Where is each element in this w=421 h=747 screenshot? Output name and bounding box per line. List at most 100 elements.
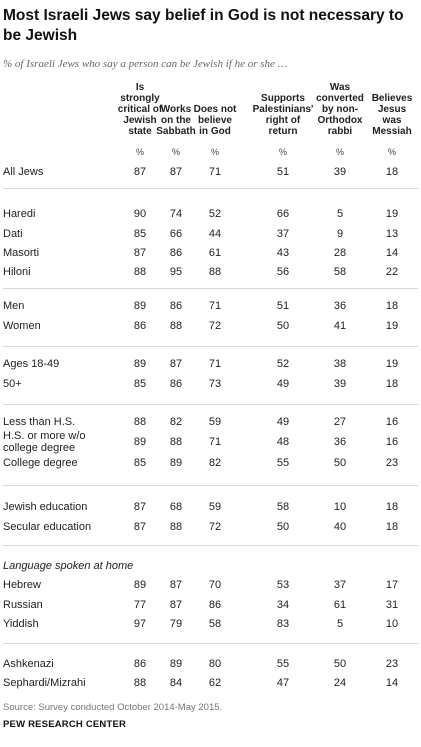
- table-cell: 31: [385, 599, 399, 611]
- table-cell: 73: [208, 378, 222, 390]
- row-separator: [3, 545, 418, 546]
- column-header-4: Was converted by non- Orthodox rabbi: [308, 82, 372, 137]
- row-label-line: Masorti: [3, 247, 40, 259]
- column-header-line: by non-: [321, 104, 359, 115]
- section-label: Language spoken at home: [3, 560, 134, 572]
- table-cell: 88: [169, 521, 183, 533]
- row-label: Dati: [3, 228, 23, 240]
- table-cell: 88: [208, 266, 222, 278]
- row-label: Hiloni: [3, 266, 31, 278]
- table-cell: 5: [336, 618, 344, 630]
- row-label-line: Ages 18-49: [3, 358, 60, 370]
- row-label-line: Secular education: [3, 521, 92, 533]
- table-cell: 87: [133, 166, 147, 178]
- table-cell: 72: [208, 521, 222, 533]
- row-label: Men: [3, 300, 24, 312]
- table-cell: 84: [169, 677, 183, 689]
- table-cell: 16: [385, 416, 399, 428]
- row-label: Women: [3, 320, 41, 332]
- table-cell: 89: [169, 658, 183, 670]
- table-cell: 86: [169, 247, 183, 259]
- table-cell: 19: [385, 208, 399, 220]
- table-cell: 14: [385, 247, 399, 259]
- table-cell: 37: [276, 228, 290, 240]
- row-label: Ages 18-49: [3, 358, 59, 370]
- table-cell: 55: [276, 658, 290, 670]
- column-header-0: Is strongly critical of Jewish state: [108, 82, 172, 137]
- table-cell: 17: [385, 579, 399, 591]
- table-cell: 83: [276, 618, 290, 630]
- column-header-line: rabbi: [327, 126, 353, 137]
- table-cell: 88: [133, 416, 147, 428]
- table-cell: 77: [133, 599, 147, 611]
- column-header-line: Jesus: [377, 104, 407, 115]
- column-header-line: Was: [329, 82, 351, 93]
- table-cell: 52: [276, 358, 290, 370]
- column-header-line: Palestinians': [252, 104, 314, 115]
- row-label-line: 50+: [3, 378, 22, 390]
- row-label: Hebrew: [3, 579, 41, 591]
- table-cell: 58: [208, 618, 222, 630]
- row-label-line: Sephardi/Mizrahi: [3, 677, 86, 689]
- table-cell: 71: [208, 436, 222, 448]
- table-cell: 86: [169, 300, 183, 312]
- unit-label: %: [278, 147, 288, 157]
- column-header-1: Works on the Sabbath: [144, 104, 208, 137]
- row-label: College degree: [3, 457, 78, 469]
- row-label: Yiddish: [3, 618, 39, 630]
- column-header-line: state: [128, 126, 152, 137]
- table-cell: 50: [333, 658, 347, 670]
- row-label-line: Haredi: [3, 208, 36, 220]
- column-header-line: Messiah: [372, 126, 412, 137]
- table-cell: 34: [276, 599, 290, 611]
- table-cell: 80: [208, 658, 222, 670]
- table-cell: 86: [169, 378, 183, 390]
- table-cell: 66: [169, 228, 183, 240]
- table-cell: 38: [333, 358, 347, 370]
- table-cell: 39: [333, 378, 347, 390]
- table-cell: 18: [385, 501, 399, 513]
- table-cell: 95: [169, 266, 183, 278]
- table-cell: 88: [133, 266, 147, 278]
- table-cell: 89: [133, 300, 147, 312]
- unit-label: %: [171, 147, 181, 157]
- table-cell: 58: [276, 501, 290, 513]
- column-header-line: critical of: [117, 104, 163, 115]
- table-cell: 86: [133, 658, 147, 670]
- table-cell: 36: [333, 300, 347, 312]
- table-cell: 55: [276, 457, 290, 469]
- table-cell: 89: [133, 436, 147, 448]
- table-cell: 23: [385, 457, 399, 469]
- column-header-2: Does not believe in God: [183, 104, 247, 137]
- table-cell: 72: [208, 320, 222, 332]
- table-cell: 66: [276, 208, 290, 220]
- table-cell: 13: [385, 228, 399, 240]
- row-label: Sephardi/Mizrahi: [3, 677, 86, 689]
- row-label-line: Men: [3, 300, 25, 312]
- unit-label: %: [210, 147, 220, 157]
- row-label: All Jews: [3, 166, 43, 178]
- table-cell: 61: [208, 247, 222, 259]
- table-cell: 82: [208, 457, 222, 469]
- row-label: 50+: [3, 378, 22, 390]
- table-cell: 16: [385, 436, 399, 448]
- table-cell: 52: [208, 208, 222, 220]
- table-cell: 44: [208, 228, 222, 240]
- table-cell: 10: [385, 618, 399, 630]
- table-cell: 19: [385, 320, 399, 332]
- table-cell: 9: [336, 228, 344, 240]
- table-cell: 79: [169, 618, 183, 630]
- column-header-line: believe: [198, 115, 232, 126]
- row-separator: [3, 643, 418, 644]
- table-cell: 36: [333, 436, 347, 448]
- table-cell: 40: [333, 521, 347, 533]
- table-cell: 85: [133, 457, 147, 469]
- row-label: Ashkenazi: [3, 658, 54, 670]
- row-label: H.S. or more w/o college degree: [3, 430, 86, 454]
- table-cell: 86: [133, 320, 147, 332]
- source-note: Source: Survey conducted October 2014-Ma…: [3, 702, 223, 713]
- table-cell: 23: [385, 658, 399, 670]
- row-label-line: Less than H.S.: [3, 416, 76, 428]
- table-cell: 58: [333, 266, 347, 278]
- column-header-line: in God: [199, 126, 231, 137]
